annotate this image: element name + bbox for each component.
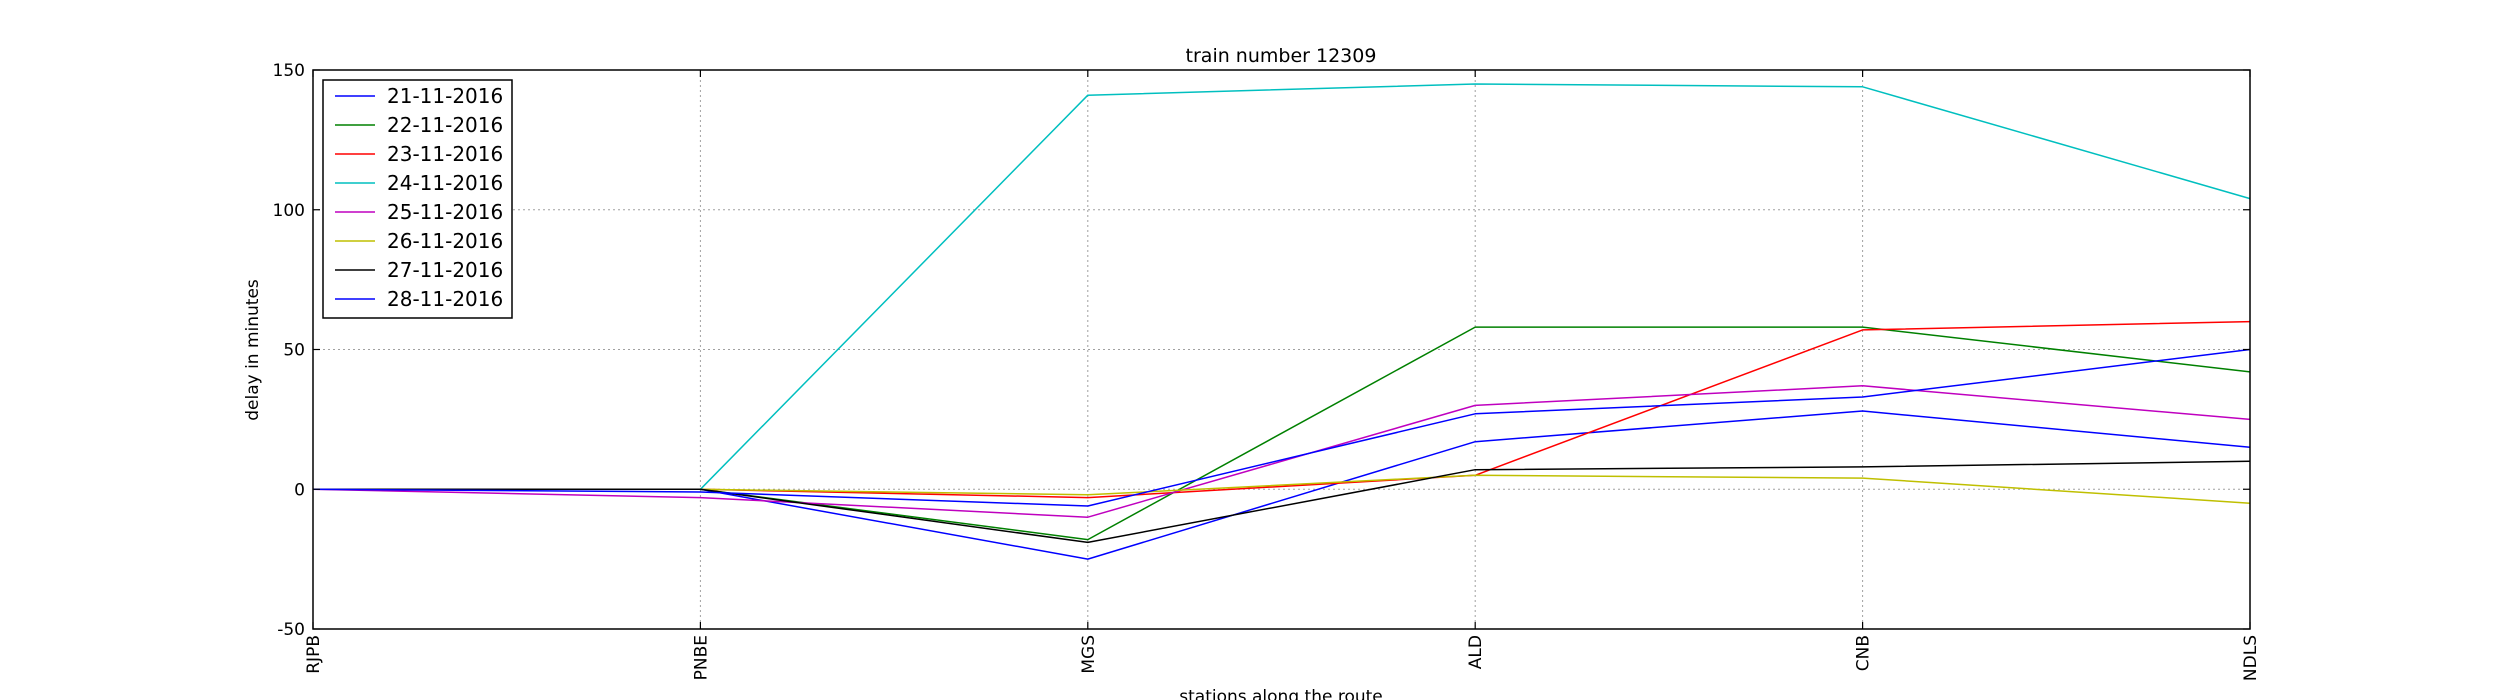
y-tick-label: -50 [277,620,305,640]
x-axis-ticks: RJPB PNBE MGS ALD CNB NDLS [304,70,2261,681]
legend-label: 22-11-2016 [387,113,503,137]
legend-label: 27-11-2016 [387,258,503,282]
series-line [312,385,2251,518]
legend-label: 25-11-2016 [387,200,503,224]
legend-box [322,79,513,319]
series-line [313,460,2251,544]
y-tick-label: 0 [294,480,305,500]
legend: 21-11-2016 22-11-2016 23-11-2016 24-11-2016… [322,79,513,319]
legend-label: 21-11-2016 [387,84,503,108]
series-line [312,348,2251,507]
grid-lines [313,70,2250,629]
chart-title: train number 12309 [1186,45,1377,67]
y-tick-label: 50 [283,341,305,361]
series-lines [312,83,2251,560]
x-tick-label: ALD [1466,635,1486,669]
x-tick-label: PNBE [691,635,711,680]
legend-label: 26-11-2016 [387,229,503,253]
legend-label: 23-11-2016 [387,142,503,166]
series-line [313,326,2251,541]
x-tick-label: CNB [1854,635,1874,671]
legend-label: 28-11-2016 [387,287,503,311]
y-axis-label: delay in minutes [243,279,263,421]
series-line [313,320,2251,499]
x-tick-label: NDLS [2241,635,2261,681]
y-tick-label: 150 [273,61,305,81]
legend-items: 21-11-2016 22-11-2016 23-11-2016 24-11-2016… [335,84,503,311]
x-tick-label: MGS [1079,635,1099,674]
y-axis-ticks: -50 0 50 100 150 [273,61,2250,640]
y-tick-label: 100 [273,201,305,221]
series-line [313,83,2251,491]
x-tick-label: RJPB [304,635,324,674]
x-axis-label: stations along the route [1179,687,1383,700]
legend-label: 24-11-2016 [387,171,503,195]
